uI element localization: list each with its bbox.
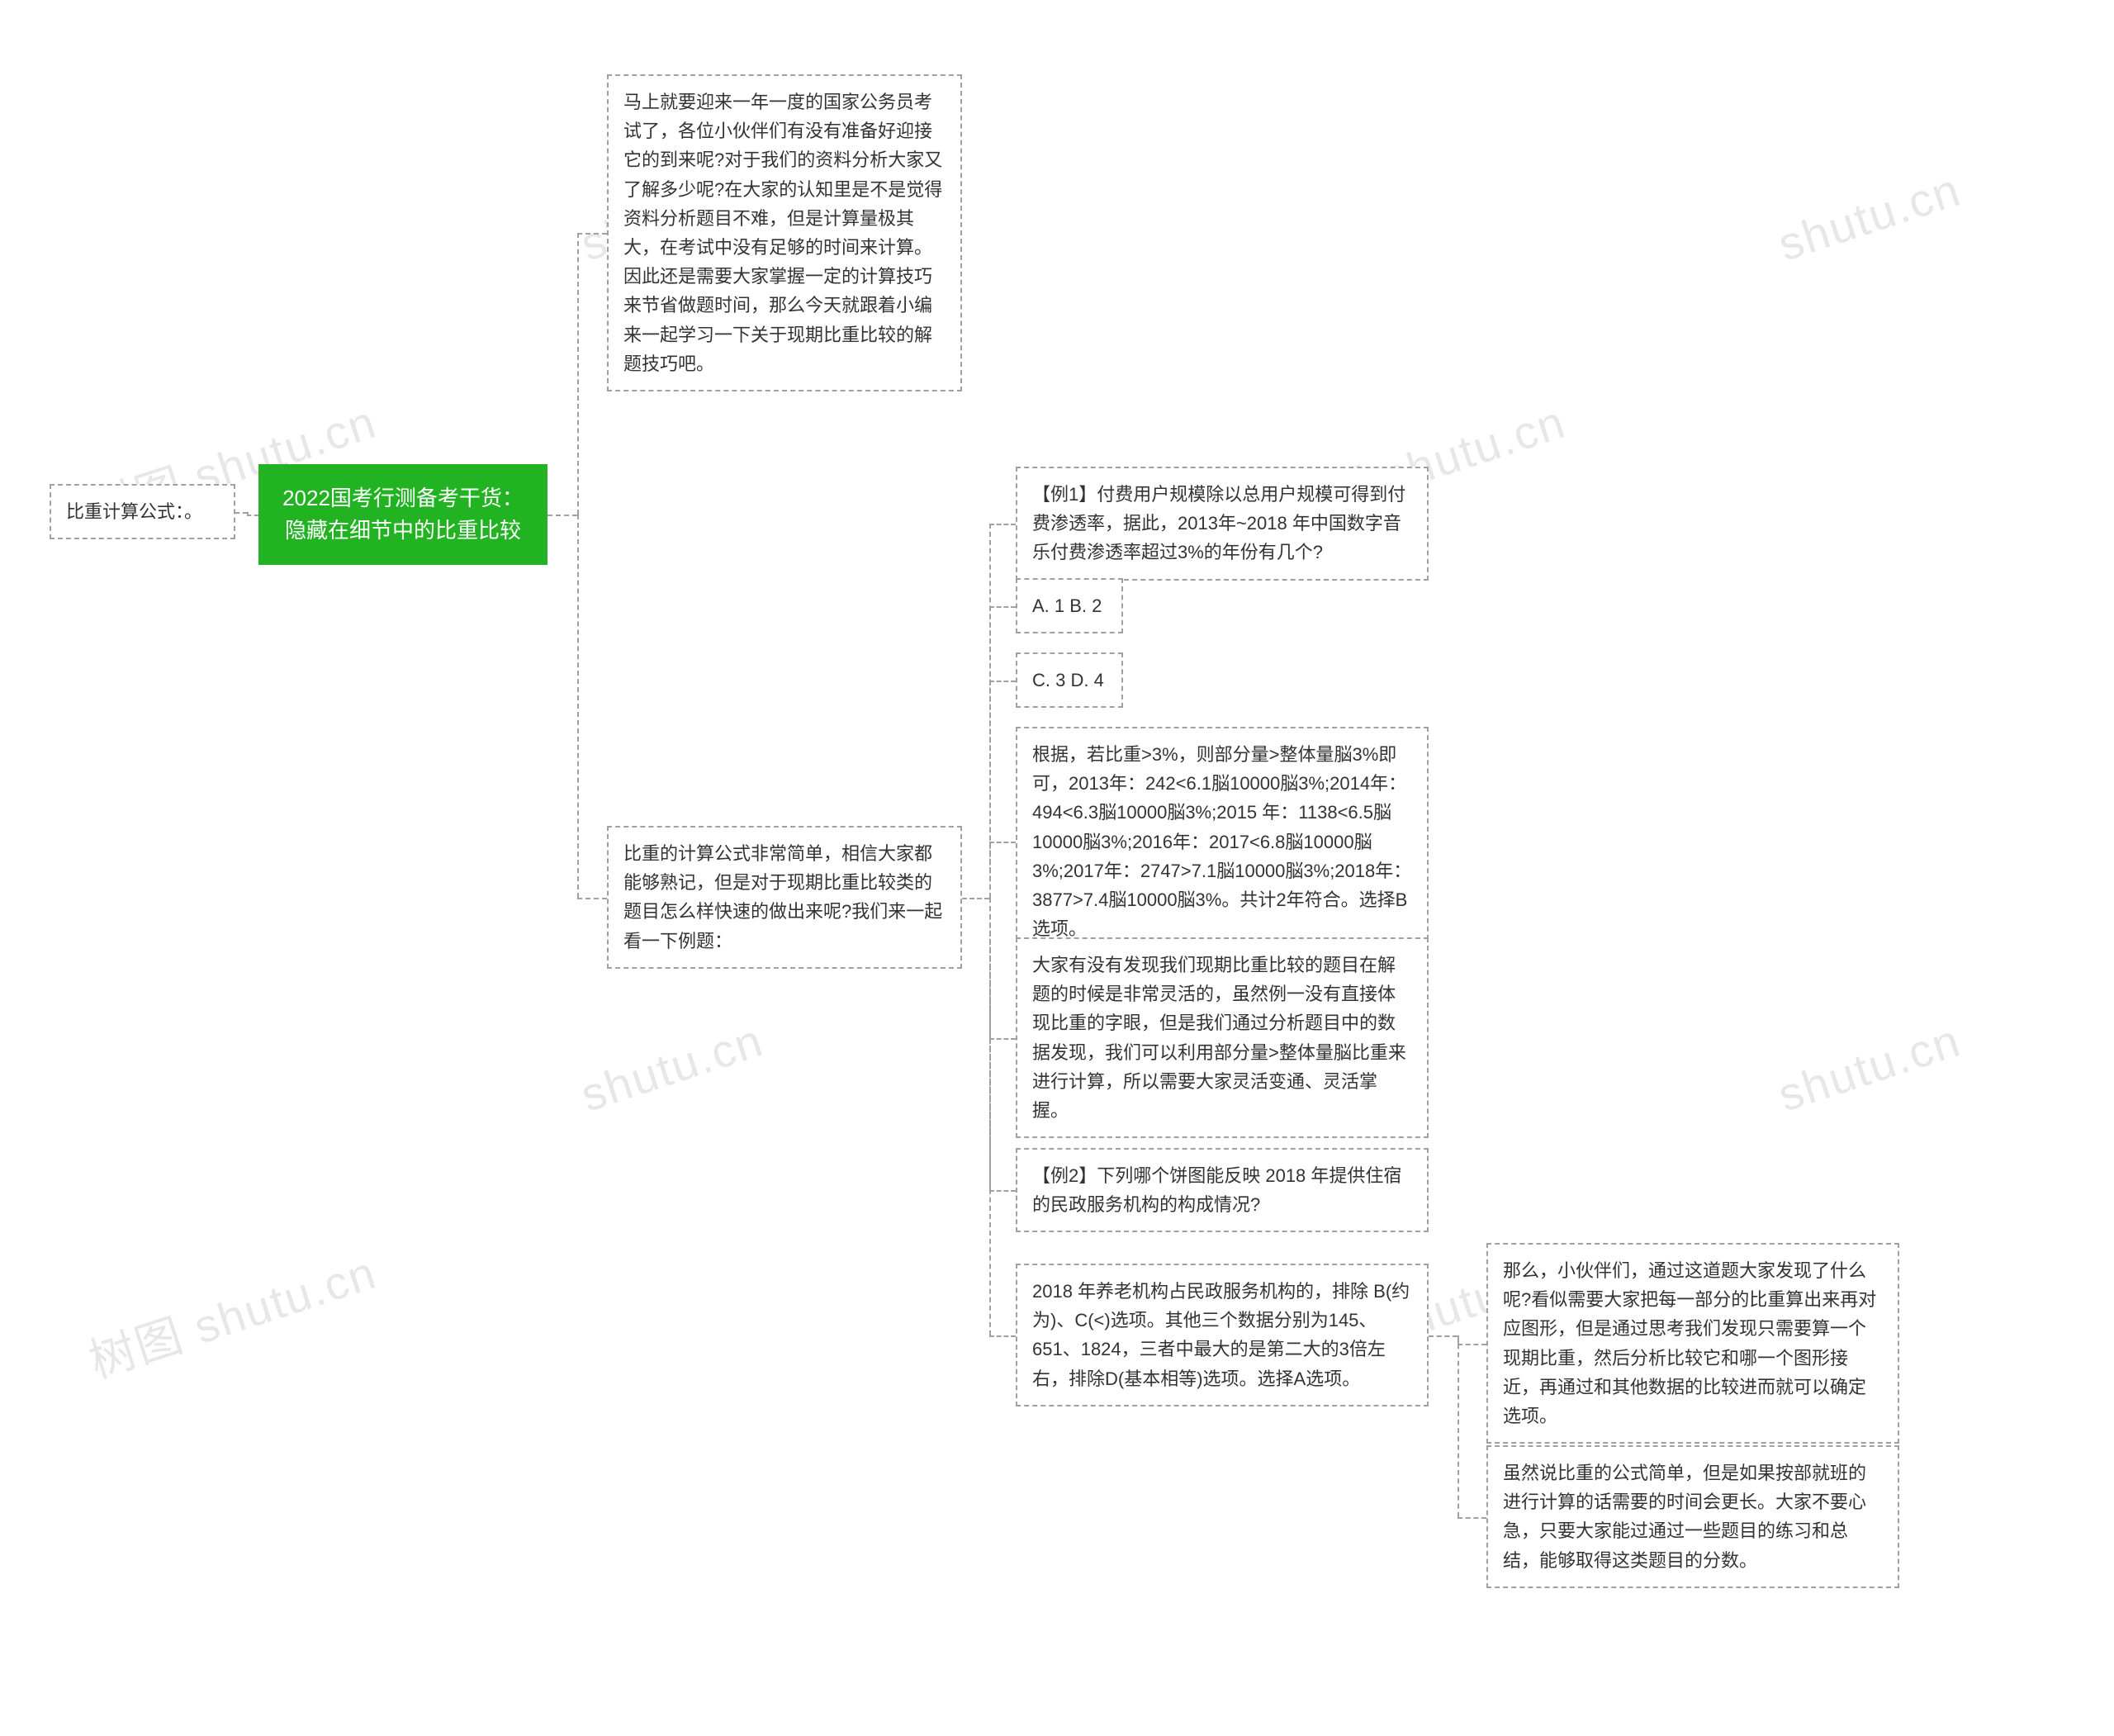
node-ex2-note1: 那么，小伙伴们，通过这道题大家发现了什么呢?看似需要大家把每一部分的比重算出来再… — [1486, 1243, 1899, 1444]
node-text: 那么，小伙伴们，通过这道题大家发现了什么呢?看似需要大家把每一部分的比重算出来再… — [1503, 1260, 1876, 1426]
node-text: 根据，若比重>3%，则部分量>整体量脳3%即可，2013年：242<6.1脳10… — [1032, 744, 1411, 939]
node-ex1-opt-cd: C. 3 D. 4 — [1016, 652, 1123, 708]
node-text: 虽然说比重的公式简单，但是如果按部就班的进行计算的话需要的时间会更长。大家不要心… — [1503, 1463, 1866, 1571]
node-text: 【例1】付费用户规模除以总用户规模可得到付费渗透率，据此，2013年~2018 … — [1032, 484, 1405, 562]
node-text: 大家有没有发现我们现期比重比较的题目在解题的时候是非常灵活的，虽然例一没有直接体… — [1032, 955, 1406, 1121]
node-ex1-note: 大家有没有发现我们现期比重比较的题目在解题的时候是非常灵活的，虽然例一没有直接体… — [1016, 937, 1429, 1138]
root-line2: 隐藏在细节中的比重比较 — [285, 518, 521, 543]
node-ex2-solution: 2018 年养老机构占民政服务机构的，排除 B(约为)、C(<)选项。其他三个数… — [1016, 1264, 1429, 1406]
watermark: shutu.cn — [575, 1013, 770, 1122]
node-text: 2018 年养老机构占民政服务机构的，排除 B(约为)、C(<)选项。其他三个数… — [1032, 1281, 1410, 1389]
mindmap-canvas: 树图 shutu.cn shutu.cn 树图 shutu.cn shutu.c… — [0, 0, 2114, 1736]
node-text: 马上就要迎来一年一度的国家公务员考试了，各位小伙伴们有没有准备好迎接它的到来呢?… — [623, 92, 942, 374]
node-ex1-solution: 根据，若比重>3%，则部分量>整体量脳3%即可，2013年：242<6.1脳10… — [1016, 727, 1429, 956]
node-ex1-opt-ab: A. 1 B. 2 — [1016, 578, 1123, 633]
watermark: shutu.cn — [1772, 1013, 1968, 1122]
node-intro: 马上就要迎来一年一度的国家公务员考试了，各位小伙伴们有没有准备好迎接它的到来呢?… — [607, 74, 962, 391]
root-line1: 2022国考行测备考干货： — [282, 486, 524, 510]
root-node: 2022国考行测备考干货： 隐藏在细节中的比重比较 — [258, 464, 547, 565]
node-text: A. 1 B. 2 — [1032, 595, 1102, 616]
node-text: 比重的计算公式非常简单，相信大家都能够熟记，但是对于现期比重比较类的题目怎么样快… — [623, 843, 942, 951]
node-ex1-question: 【例1】付费用户规模除以总用户规模可得到付费渗透率，据此，2013年~2018 … — [1016, 467, 1429, 581]
node-formula-label: 比重计算公式：。 — [50, 484, 235, 539]
node-formula-note: 比重的计算公式非常简单，相信大家都能够熟记，但是对于现期比重比较类的题目怎么样快… — [607, 826, 962, 969]
node-ex2-question: 【例2】下列哪个饼图能反映 2018 年提供住宿的民政服务机构的构成情况? — [1016, 1148, 1429, 1232]
node-text: 【例2】下列哪个饼图能反映 2018 年提供住宿的民政服务机构的构成情况? — [1032, 1165, 1401, 1215]
node-text: 比重计算公式：。 — [66, 501, 202, 522]
watermark: shutu.cn — [1772, 162, 1968, 271]
node-ex2-note2: 虽然说比重的公式简单，但是如果按部就班的进行计算的话需要的时间会更长。大家不要心… — [1486, 1445, 1899, 1588]
watermark: 树图 shutu.cn — [79, 1236, 384, 1392]
node-text: C. 3 D. 4 — [1032, 670, 1104, 690]
